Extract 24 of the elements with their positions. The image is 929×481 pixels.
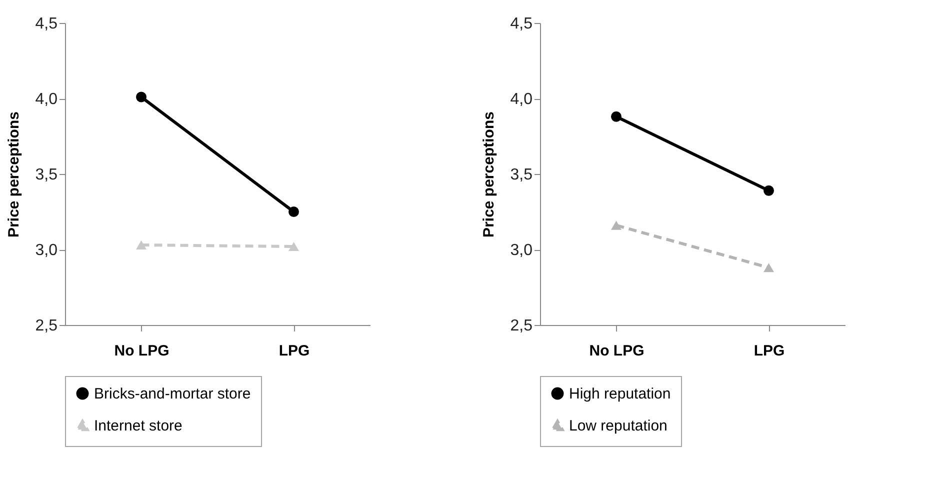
point [136, 92, 146, 102]
y-tick-label: 4,0 [510, 91, 533, 108]
point [764, 185, 774, 196]
point [288, 206, 299, 217]
legend-label: Low reputation [569, 418, 668, 434]
y-axis-title: Price perceptions [480, 112, 498, 238]
y-tick-label: 4,5 [35, 16, 58, 32]
y-tick-label: 3,5 [510, 166, 533, 184]
y-axis-title: Price perceptions [5, 112, 22, 238]
legend-label: High reputation [569, 386, 671, 402]
y-tick-label: 3,0 [35, 242, 58, 259]
y-tick-label: 4,5 [510, 16, 533, 32]
y-tick-label: 2,5 [35, 318, 58, 334]
y-tick-label: 3,5 [35, 166, 58, 184]
y-tick-label: 2,5 [510, 318, 533, 334]
y-tick-label: 3,0 [510, 242, 533, 259]
y-tick-label: 4,0 [35, 91, 58, 108]
x-tick-label: No LPG [589, 342, 644, 360]
x-tick-label: LPG [278, 342, 310, 360]
legend-label: Internet store [94, 418, 182, 434]
point [611, 111, 622, 122]
x-tick-label: No LPG [114, 342, 170, 360]
x-tick-label: LPG [754, 342, 785, 360]
legend-label: Bricks-and-mortar store [94, 386, 251, 402]
